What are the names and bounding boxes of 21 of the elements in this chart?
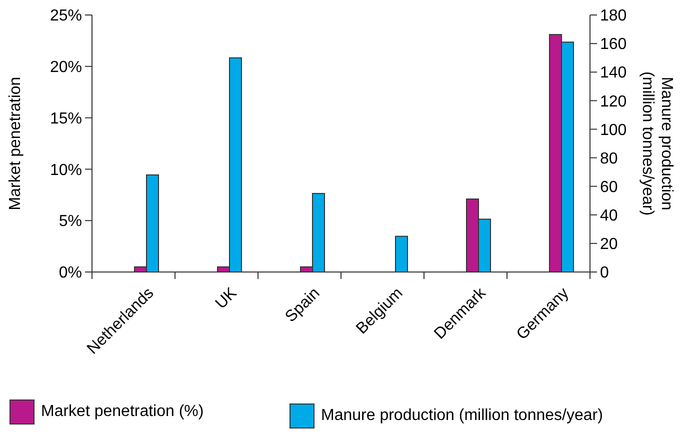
y-tick-label: 0% [58,264,82,282]
y-axis-title: Market penetration [7,76,24,210]
y2-tick-label: 180 [600,8,627,25]
y2-tick-label: 100 [600,122,627,139]
y2-tick-label: 40 [600,207,618,224]
y2-tick-label: 140 [600,64,627,82]
y2-tick-label: 160 [600,36,627,54]
y-tick-label: 20% [50,59,82,76]
y-tick-label: 15% [50,110,82,128]
y-tick-label: 25% [50,8,82,25]
y2-tick-label: 120 [600,93,627,110]
y2-axis-title: Manure production (million tonnes/year) [638,71,675,216]
legend-label: Manure production (million tonnes/year) [321,407,603,424]
x-tick-label: UK [212,284,240,312]
y2-tick-label: 60 [600,178,618,196]
y-tick-label: 5% [58,213,82,230]
y-tick-label: 10% [50,162,82,179]
legend-label: Market penetration (%) [41,403,204,420]
y2-tick-label: 20 [600,236,618,254]
y2-tick-label: 80 [600,150,618,168]
y2-tick-label: 0 [600,264,609,282]
